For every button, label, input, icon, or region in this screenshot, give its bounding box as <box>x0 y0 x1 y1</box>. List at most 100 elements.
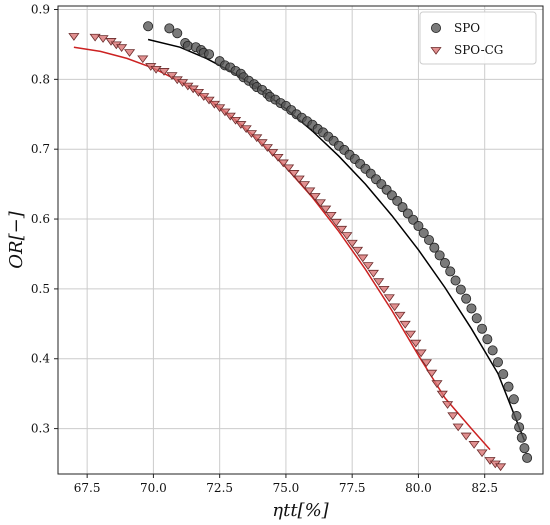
legend-label: SPO-CG <box>454 43 503 57</box>
point-spo <box>519 443 530 454</box>
point-spo-cg <box>282 164 295 173</box>
point-spo-cg <box>426 369 438 378</box>
point-spo-cg <box>468 441 480 449</box>
point-spo-cg <box>415 349 427 358</box>
point-spo-cg <box>89 33 101 42</box>
point-spo-cg <box>367 269 379 278</box>
plot-frame <box>57 5 544 475</box>
point-spo <box>143 21 154 32</box>
point-spo-cg <box>304 187 316 196</box>
point-spo-cg <box>346 239 358 248</box>
point-spo <box>516 432 527 443</box>
point-spo-cg <box>460 432 472 441</box>
point-spo-cg <box>447 412 459 421</box>
point-spo <box>487 345 498 356</box>
x-tick-label: 67.5 <box>74 481 101 495</box>
point-spo-cg <box>436 390 448 399</box>
point-spo-cg <box>404 330 417 339</box>
x-axis-ticks: 67.5 70.0 72.5 75.0 77.5 80.0 82.5 <box>74 474 498 495</box>
point-spo-cg <box>335 225 348 234</box>
x-axis-label: ηtt[%] <box>272 500 329 521</box>
point-spo-cg <box>362 262 374 270</box>
y-axis-ticks: 0.3 0.4 0.5 0.6 0.7 0.8 0.9 <box>31 2 58 436</box>
point-spo <box>434 250 445 261</box>
point-spo-cg <box>373 278 385 286</box>
point-spo <box>172 28 183 39</box>
point-spo-cg <box>137 55 149 64</box>
y-tick-label: 0.5 <box>31 282 50 296</box>
x-tick-label: 72.5 <box>206 481 233 495</box>
point-spo-cg <box>442 401 454 409</box>
x-tick-label: 70.0 <box>140 481 167 495</box>
point-spo-cg <box>245 130 258 138</box>
point-spo-cg <box>158 68 170 76</box>
legend-marker-spo <box>430 22 441 33</box>
point-spo <box>508 394 519 405</box>
point-spo-cg <box>330 218 342 227</box>
y-tick-label: 0.4 <box>31 352 50 366</box>
point-spo-cg <box>394 311 406 320</box>
point-spo-cg <box>452 423 464 432</box>
point-spo <box>413 221 424 232</box>
point-spo-cg <box>214 104 226 113</box>
point-spo-cg <box>495 463 507 472</box>
point-spo-cg <box>351 246 364 255</box>
point-spo-cg <box>341 232 353 240</box>
point-spo-cg <box>251 134 263 143</box>
point-spo-cg <box>261 144 273 152</box>
point-spo-cg <box>410 339 422 348</box>
point-spo <box>204 49 215 60</box>
point-spo-cg <box>166 72 178 80</box>
point-spo-cg <box>272 153 284 162</box>
y-tick-label: 0.8 <box>31 72 50 86</box>
point-spo-cg <box>476 449 488 458</box>
point-spo-cg <box>399 320 411 329</box>
point-spo <box>503 381 514 392</box>
point-spo-cg <box>229 116 242 125</box>
point-spo <box>511 411 522 422</box>
x-tick-label: 77.5 <box>339 481 366 495</box>
point-spo-cg <box>123 49 136 57</box>
data-points <box>68 21 533 472</box>
legend-marker-spo-cg <box>430 47 442 55</box>
legend-label: SPO <box>454 21 480 35</box>
point-spo <box>477 323 488 334</box>
point-spo-cg <box>277 159 289 168</box>
point-spo-cg <box>288 170 300 178</box>
point-spo <box>455 284 466 295</box>
point-spo <box>514 422 525 433</box>
x-tick-label: 80.0 <box>405 481 432 495</box>
point-spo <box>498 369 509 380</box>
point-spo-cg <box>320 205 332 214</box>
point-spo-cg <box>293 175 305 184</box>
point-spo <box>492 357 503 368</box>
point-spo-cg <box>68 33 80 41</box>
point-spo-cg <box>389 303 401 312</box>
y-axis-label: OR[−] <box>6 210 27 268</box>
point-spo-cg <box>192 89 205 97</box>
fit-lines <box>73 38 526 451</box>
point-spo-cg <box>431 380 443 388</box>
point-spo <box>439 258 450 269</box>
point-spo-cg <box>267 149 279 157</box>
point-spo-cg <box>203 96 215 105</box>
point-spo-cg <box>325 211 337 220</box>
y-tick-label: 0.7 <box>31 142 50 156</box>
point-spo <box>466 303 477 314</box>
y-tick-label: 0.9 <box>31 2 50 16</box>
point-spo-cg <box>150 65 162 74</box>
y-tick-label: 0.3 <box>31 422 50 436</box>
point-spo-cg <box>224 112 236 121</box>
point-spo <box>450 275 461 286</box>
point-spo-cg <box>383 294 395 303</box>
point-spo-cg <box>298 181 311 189</box>
point-spo-cg <box>97 35 109 43</box>
y-tick-label: 0.6 <box>31 212 50 226</box>
point-spo-cg <box>420 359 432 368</box>
x-tick-label: 82.5 <box>471 481 498 495</box>
point-spo <box>429 242 440 253</box>
point-spo <box>424 234 435 245</box>
grid-lines <box>58 6 543 474</box>
point-spo-cg <box>256 139 268 147</box>
